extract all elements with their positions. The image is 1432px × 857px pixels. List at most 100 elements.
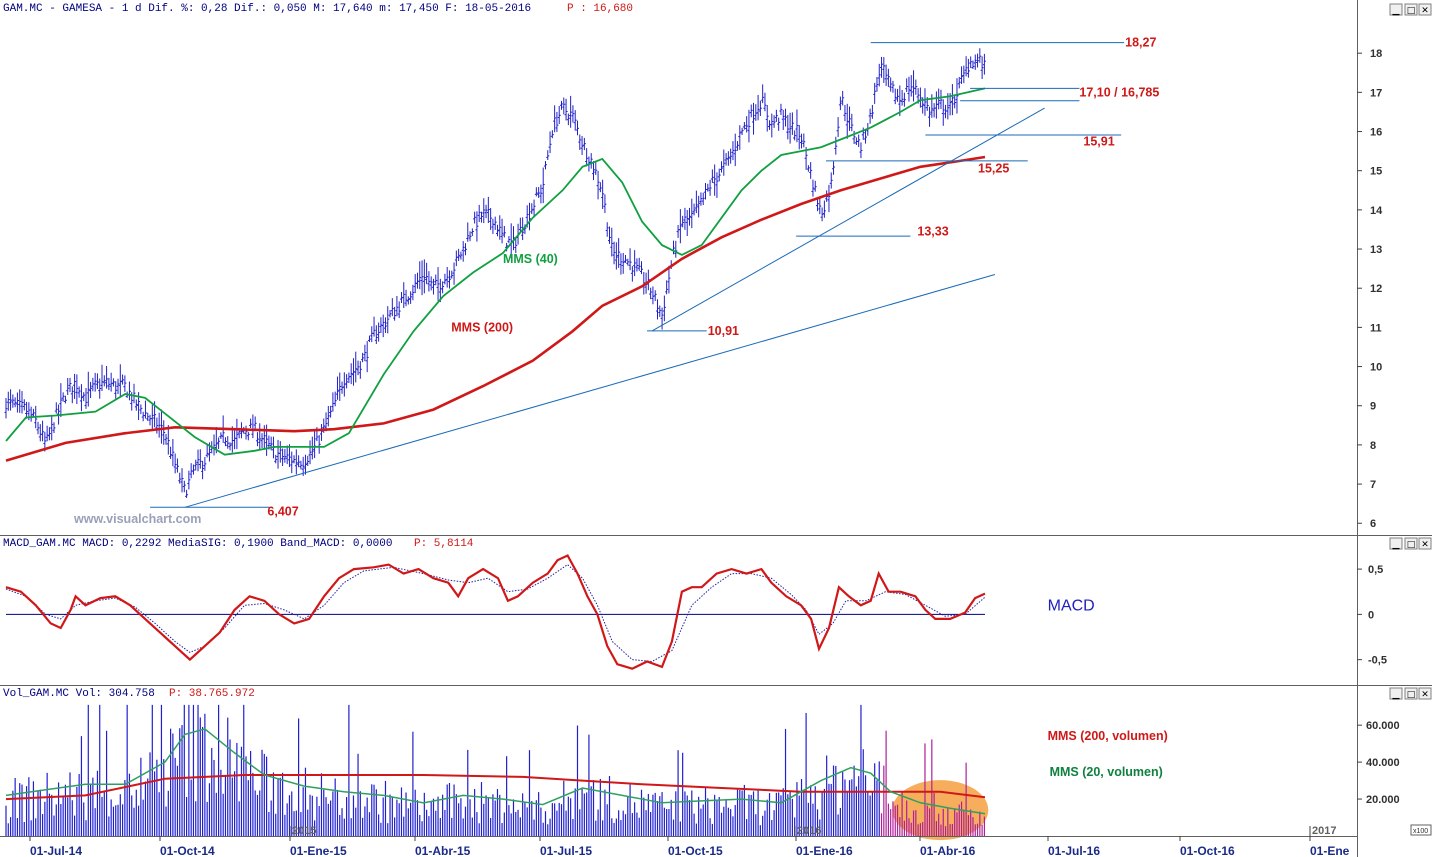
price-bar: [89, 381, 93, 398]
x-tick-label: 01-Ene: [1310, 844, 1350, 857]
price-bar: [793, 130, 797, 141]
price-bar: [223, 437, 227, 447]
price-bar: [852, 130, 856, 144]
price-bar: [720, 161, 724, 173]
price-bar: [411, 284, 415, 301]
price-bar: [95, 373, 99, 389]
price-bar: [114, 381, 118, 399]
price-bar: [31, 408, 35, 417]
price-bar: [249, 418, 253, 428]
price-bar: [589, 153, 593, 169]
price-bar: [699, 192, 703, 206]
price-bar: [178, 472, 182, 484]
price-bar: [393, 306, 397, 321]
price-bar: [957, 76, 961, 89]
price-bar: [628, 248, 632, 271]
price-bar: [308, 440, 312, 465]
price-bar: [194, 459, 198, 471]
close-button[interactable]: ✕: [1418, 537, 1432, 550]
price-bar: [461, 241, 465, 262]
x-tick-label: 01-Oct-16: [1180, 844, 1235, 857]
price-bar: [358, 361, 362, 379]
price-y-tick-label: 6: [1370, 518, 1376, 530]
price-bar: [278, 441, 282, 463]
price-bar: [429, 276, 433, 291]
price-bar: [356, 360, 360, 376]
price-bar: [63, 395, 67, 404]
close-button-frame: [1418, 687, 1432, 700]
price-bar: [717, 168, 721, 182]
level-label: 6,407: [267, 504, 298, 518]
price-bar: [980, 56, 984, 79]
price-bar: [617, 238, 621, 268]
minimize-button[interactable]: ▁: [1389, 687, 1403, 700]
price-y-tick-label: 11: [1370, 322, 1382, 334]
price-bar: [514, 237, 518, 254]
price-bar: [905, 78, 909, 92]
price-y-tick-label: 12: [1370, 283, 1382, 295]
macd-line: [5, 554, 986, 670]
minimize-icon: ▁: [1392, 690, 1401, 700]
price-bar: [303, 454, 307, 475]
price-bar: [73, 373, 77, 399]
price-bar: [550, 130, 554, 139]
price-bar: [850, 113, 854, 132]
price-bar: [15, 392, 19, 413]
close-button[interactable]: ✕: [1418, 3, 1432, 16]
price-bar: [41, 420, 45, 442]
price-bar: [953, 95, 957, 109]
price-panel-header: GAM.MC - GAMESA - 1 d Dif. %: 0,28 Dif.:…: [3, 3, 531, 15]
price-bar: [724, 153, 728, 166]
price-bar: [966, 58, 970, 78]
price-bar: [701, 192, 705, 206]
price-bar: [882, 57, 886, 83]
price-bar: [893, 88, 897, 105]
price-bar: [541, 167, 545, 204]
price-bar: [580, 136, 584, 155]
price-bar: [447, 270, 451, 289]
minimize-button[interactable]: ▁: [1389, 537, 1403, 550]
price-bar: [182, 480, 186, 493]
x-tick-label: 01-Abr-16: [920, 844, 976, 857]
price-bar: [559, 100, 563, 110]
close-button[interactable]: ✕: [1418, 687, 1432, 700]
price-bar: [758, 100, 762, 116]
price-bar: [495, 224, 499, 237]
price-bar: [564, 98, 568, 121]
price-bar: [98, 378, 102, 399]
price-bar: [335, 376, 339, 400]
price-bar: [555, 111, 559, 132]
price-bar: [978, 48, 982, 63]
price-bar: [406, 296, 410, 305]
price-bar: [118, 364, 122, 397]
price-bar: [706, 183, 710, 192]
volume-y-tick-label: 60.000: [1366, 720, 1400, 732]
price-bar: [802, 133, 806, 148]
price-bar: [166, 425, 170, 455]
price-bar: [217, 437, 221, 449]
price-bar: [146, 412, 150, 421]
price-bar: [61, 392, 65, 402]
price-bar: [379, 317, 383, 333]
minimize-button[interactable]: ▁: [1389, 3, 1403, 16]
price-bar: [877, 63, 881, 87]
price-bar: [585, 148, 589, 167]
price-bar: [345, 374, 349, 389]
price-bar: [139, 404, 143, 415]
price-bar: [946, 93, 950, 120]
price-bar: [633, 250, 637, 277]
maximize-button[interactable]: □: [1404, 687, 1418, 700]
price-bar: [902, 92, 906, 107]
maximize-button[interactable]: □: [1404, 537, 1418, 550]
price-bar: [868, 108, 872, 124]
price-bar: [982, 53, 986, 75]
price-bar: [928, 106, 932, 127]
price-y-tick-label: 14: [1370, 205, 1383, 217]
price-bar: [365, 341, 369, 373]
maximize-button[interactable]: □: [1404, 3, 1418, 16]
short-trend-line: [651, 107, 1045, 332]
price-bar: [838, 96, 842, 111]
price-bar: [578, 134, 582, 150]
price-bar: [941, 99, 945, 126]
price-bar: [731, 141, 735, 161]
